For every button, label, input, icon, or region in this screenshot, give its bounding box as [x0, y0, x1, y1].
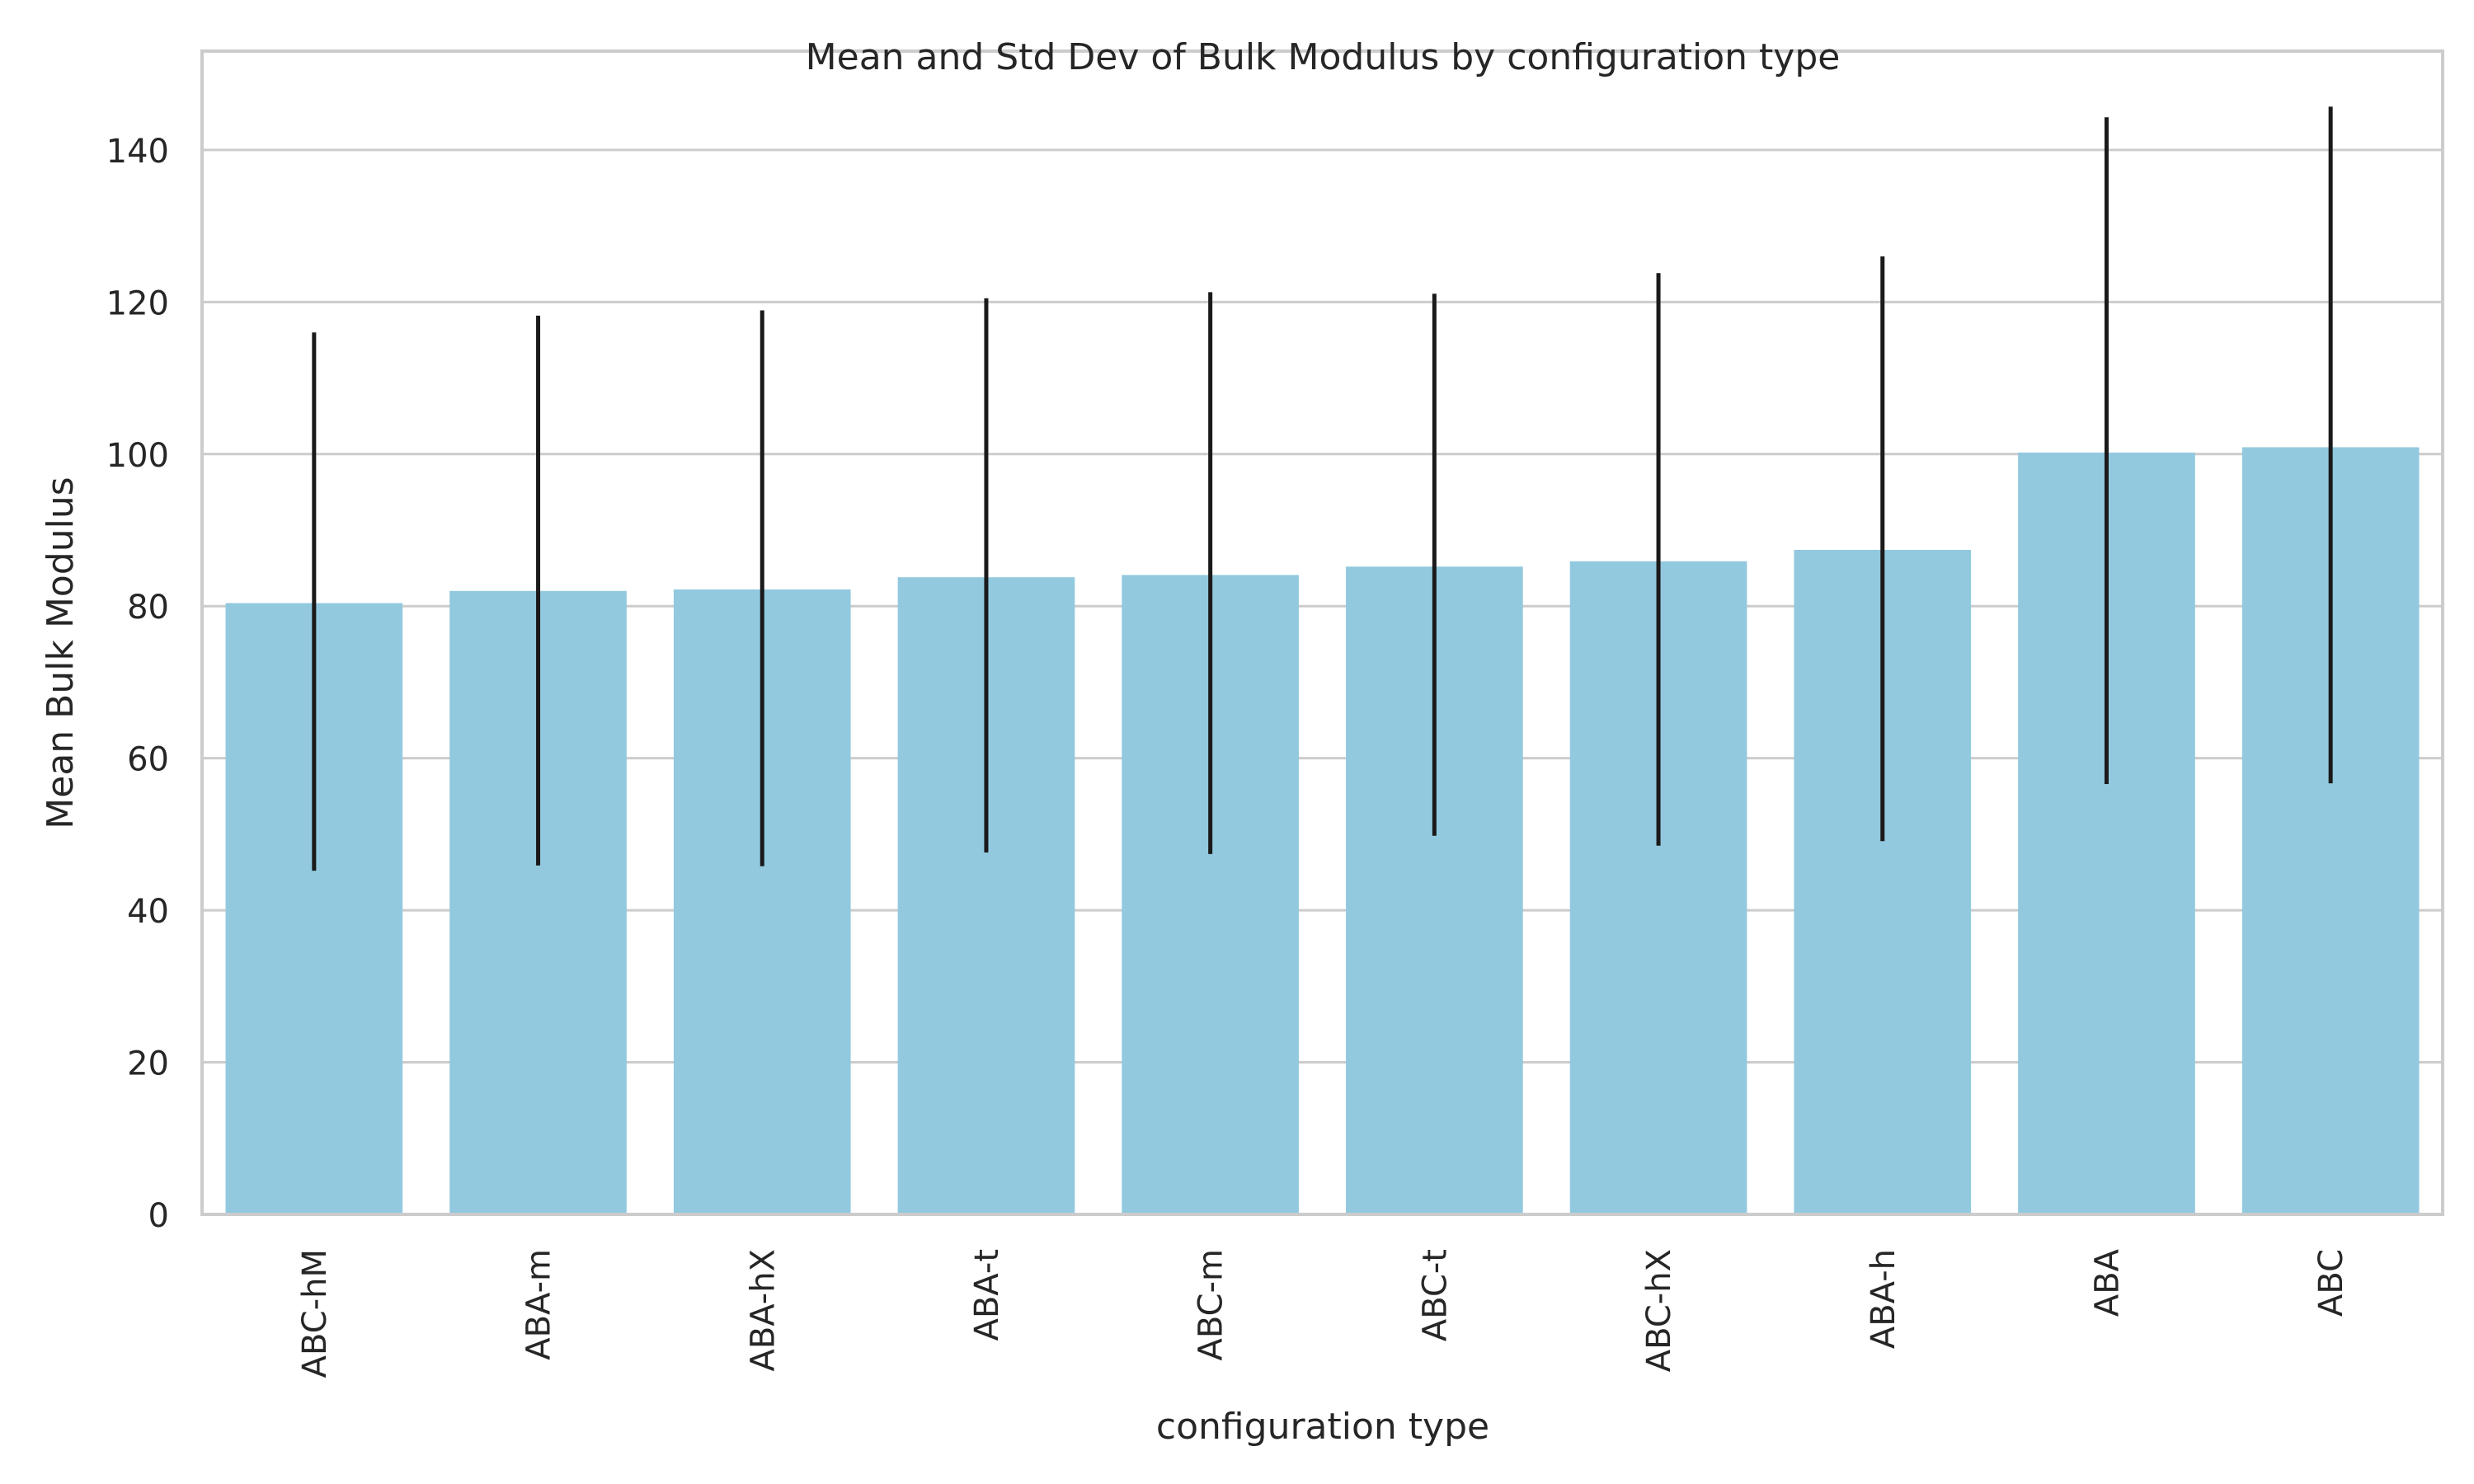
- x-tick-label: ABC-hX: [1640, 1249, 1678, 1372]
- y-tick-label: 60: [127, 741, 169, 779]
- x-tick-label: ABC-m: [1192, 1249, 1230, 1360]
- y-tick-label: 20: [127, 1045, 169, 1083]
- x-axis-label: configuration type: [1156, 1406, 1489, 1448]
- x-tick-labels: ABC-hM ABA-m ABA-hX ABA-t ABC-m ABC-t ABC-hX AB…: [296, 1248, 2350, 1378]
- error-bars: [312, 106, 2333, 871]
- y-tick-label: 0: [148, 1197, 169, 1235]
- bars: [225, 447, 2420, 1214]
- y-axis-label: Mean Bulk Modulus: [40, 477, 82, 829]
- y-tick-label: 140: [106, 133, 169, 171]
- chart-title: Mean and Std Dev of Bulk Modulus by conf…: [806, 36, 1841, 78]
- x-tick-label: ABA-h: [1865, 1249, 1903, 1349]
- x-tick-label: ABA-m: [520, 1249, 558, 1360]
- y-tick-label: 100: [106, 437, 169, 475]
- y-tick-labels: 0 20 40 60 80 100 120 140: [106, 133, 169, 1235]
- y-tick-label: 40: [127, 893, 169, 931]
- x-tick-label: ABA-t: [968, 1249, 1006, 1341]
- x-tick-label: ABC-t: [1416, 1249, 1454, 1341]
- plot-frame: [200, 49, 2444, 1216]
- y-tick-label: 80: [127, 589, 169, 627]
- x-tick-label: ABA-hX: [744, 1249, 782, 1371]
- y-tick-label: 120: [106, 284, 169, 322]
- x-tick-label: ABC-hM: [296, 1249, 334, 1378]
- x-tick-label: ABA: [2088, 1248, 2126, 1317]
- x-tick-label: ABC: [2312, 1249, 2350, 1317]
